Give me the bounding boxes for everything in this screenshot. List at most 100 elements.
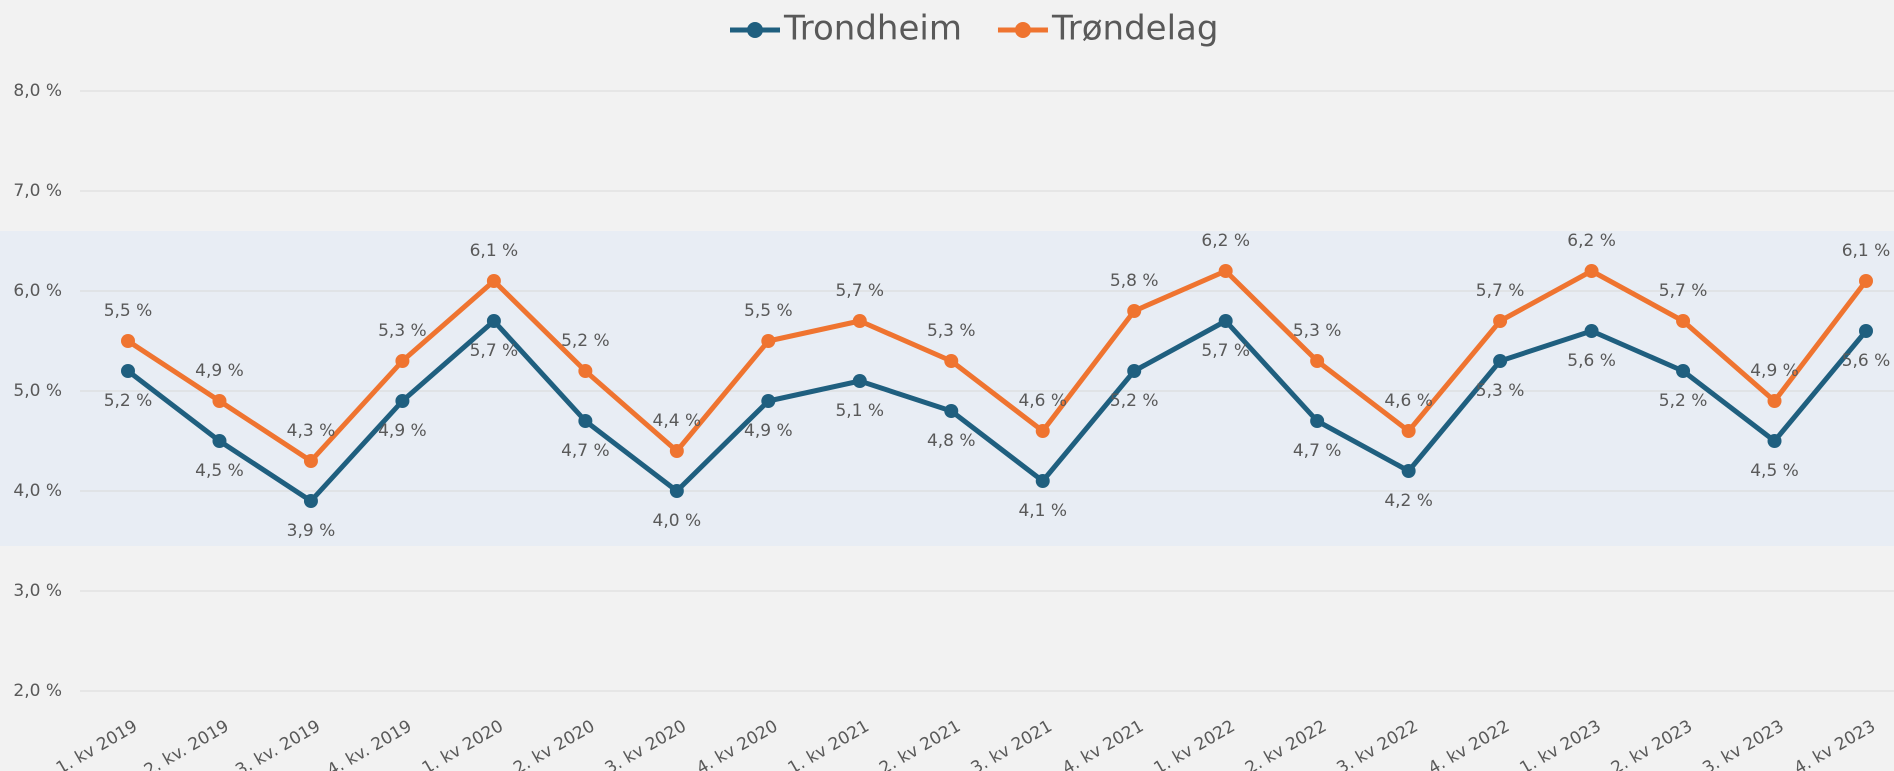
y-tick-label: 3,0 % — [13, 581, 62, 601]
y-tick-label: 4,0 % — [13, 481, 62, 501]
data-point — [1035, 474, 1050, 488]
data-label: 5,6 % — [1842, 351, 1891, 371]
data-label: 4,9 % — [744, 421, 793, 441]
x-tick-label: 1. kv 2022 — [1151, 716, 1239, 771]
data-point — [1767, 434, 1782, 448]
x-tick-label: 4. kv 2022 — [1425, 716, 1513, 771]
data-label: 5,2 % — [1659, 391, 1708, 411]
data-label: 4,3 % — [287, 421, 336, 441]
data-point — [1035, 424, 1050, 438]
data-label: 6,1 % — [1842, 241, 1891, 261]
x-tick-label: 4. kv 2020 — [693, 716, 781, 771]
data-label: 5,2 % — [1110, 391, 1159, 411]
data-label: 6,1 % — [470, 241, 519, 261]
x-tick-label: 1. kv 2023 — [1516, 716, 1604, 771]
data-label: 6,2 % — [1567, 231, 1616, 251]
x-tick-label: 1. kv 2020 — [419, 716, 507, 771]
x-tick-label: 2. kv 2021 — [876, 716, 964, 771]
data-label: 5,5 % — [744, 301, 793, 321]
data-label: 5,3 % — [1476, 381, 1525, 401]
data-point — [212, 394, 227, 408]
y-tick-label: 2,0 % — [13, 681, 62, 701]
legend-label: Trondheim — [783, 9, 962, 49]
data-label: 6,2 % — [1201, 231, 1250, 251]
data-point — [1310, 354, 1325, 368]
legend: Trondheim Trøndelag — [730, 9, 1218, 49]
data-point — [669, 484, 684, 498]
data-label: 5,7 % — [470, 341, 519, 361]
data-label: 5,6 % — [1567, 351, 1616, 371]
data-point — [1218, 264, 1233, 278]
data-point — [121, 364, 135, 378]
data-point — [1493, 314, 1508, 328]
data-label: 4,0 % — [653, 511, 702, 531]
data-point — [761, 394, 776, 408]
data-label: 5,3 % — [378, 321, 427, 341]
data-label: 4,5 % — [195, 461, 244, 481]
x-tick-label: 1. kv 2021 — [785, 716, 873, 771]
data-label: 5,3 % — [927, 321, 976, 341]
data-point — [486, 274, 501, 288]
data-point — [1401, 464, 1416, 478]
series-line — [126, 268, 1868, 464]
data-point — [1493, 354, 1508, 368]
data-label: 4,8 % — [927, 431, 976, 451]
data-point — [395, 354, 410, 368]
data-point — [578, 414, 593, 428]
data-point — [1859, 324, 1873, 338]
x-tick-label: 3. kv 2023 — [1699, 716, 1787, 771]
data-point — [944, 354, 959, 368]
data-label: 4,7 % — [1293, 441, 1342, 461]
data-label: 5,1 % — [835, 401, 884, 421]
data-point — [1310, 414, 1325, 428]
x-tick-label: 3. kv 2022 — [1334, 716, 1422, 771]
data-point — [1584, 324, 1599, 338]
y-tick-label: 5,0 % — [13, 381, 62, 401]
data-label: 5,2 % — [104, 391, 153, 411]
data-label: 4,9 % — [195, 361, 244, 381]
data-label: 4,5 % — [1750, 461, 1799, 481]
legend-label: Trøndelag — [1051, 9, 1218, 49]
data-label: 5,8 % — [1110, 271, 1159, 291]
data-label: 4,1 % — [1018, 501, 1067, 521]
legend-marker — [747, 22, 763, 38]
data-label: 4,7 % — [561, 441, 610, 461]
data-label: 4,9 % — [378, 421, 427, 441]
y-tick-label: 7,0 % — [13, 181, 62, 201]
x-tick-label: 4. kv 2023 — [1791, 716, 1879, 771]
data-point — [395, 394, 410, 408]
data-label: 5,2 % — [561, 331, 610, 351]
legend-marker — [1014, 22, 1031, 38]
data-point — [669, 444, 684, 458]
x-tick-label: 2. kv 2022 — [1242, 716, 1330, 771]
y-tick-label: 8,0 % — [13, 81, 62, 101]
x-tick-label: 2. kv 2020 — [510, 716, 598, 771]
x-tick-label: 1. kv 2019 — [53, 716, 141, 771]
data-label: 4,2 % — [1384, 491, 1433, 511]
x-tick-label: 4. kv 2021 — [1059, 716, 1147, 771]
data-point — [1127, 364, 1142, 378]
x-tick-label: 2. kv 2023 — [1608, 716, 1696, 771]
data-label: 5,7 % — [1201, 341, 1250, 361]
data-point — [121, 334, 135, 348]
data-point — [578, 364, 593, 378]
data-label: 5,3 % — [1293, 321, 1342, 341]
data-label: 4,6 % — [1018, 391, 1067, 411]
data-point — [852, 314, 867, 328]
data-point — [1767, 394, 1782, 408]
data-label: 5,7 % — [1659, 281, 1708, 301]
data-point — [1127, 304, 1142, 318]
data-point — [1218, 314, 1233, 328]
data-label: 5,7 % — [1476, 281, 1525, 301]
data-point — [1859, 274, 1873, 288]
x-tick-label: 3. kv 2021 — [968, 716, 1056, 771]
data-label: 5,7 % — [835, 281, 884, 301]
data-point — [212, 434, 227, 448]
data-point — [944, 404, 959, 418]
data-label: 5,5 % — [104, 301, 153, 321]
x-tick-label: 4. kv. 2019 — [324, 716, 416, 771]
data-point — [1584, 264, 1599, 278]
x-tick-label: 3. kv. 2019 — [232, 716, 324, 771]
data-point — [303, 494, 318, 508]
